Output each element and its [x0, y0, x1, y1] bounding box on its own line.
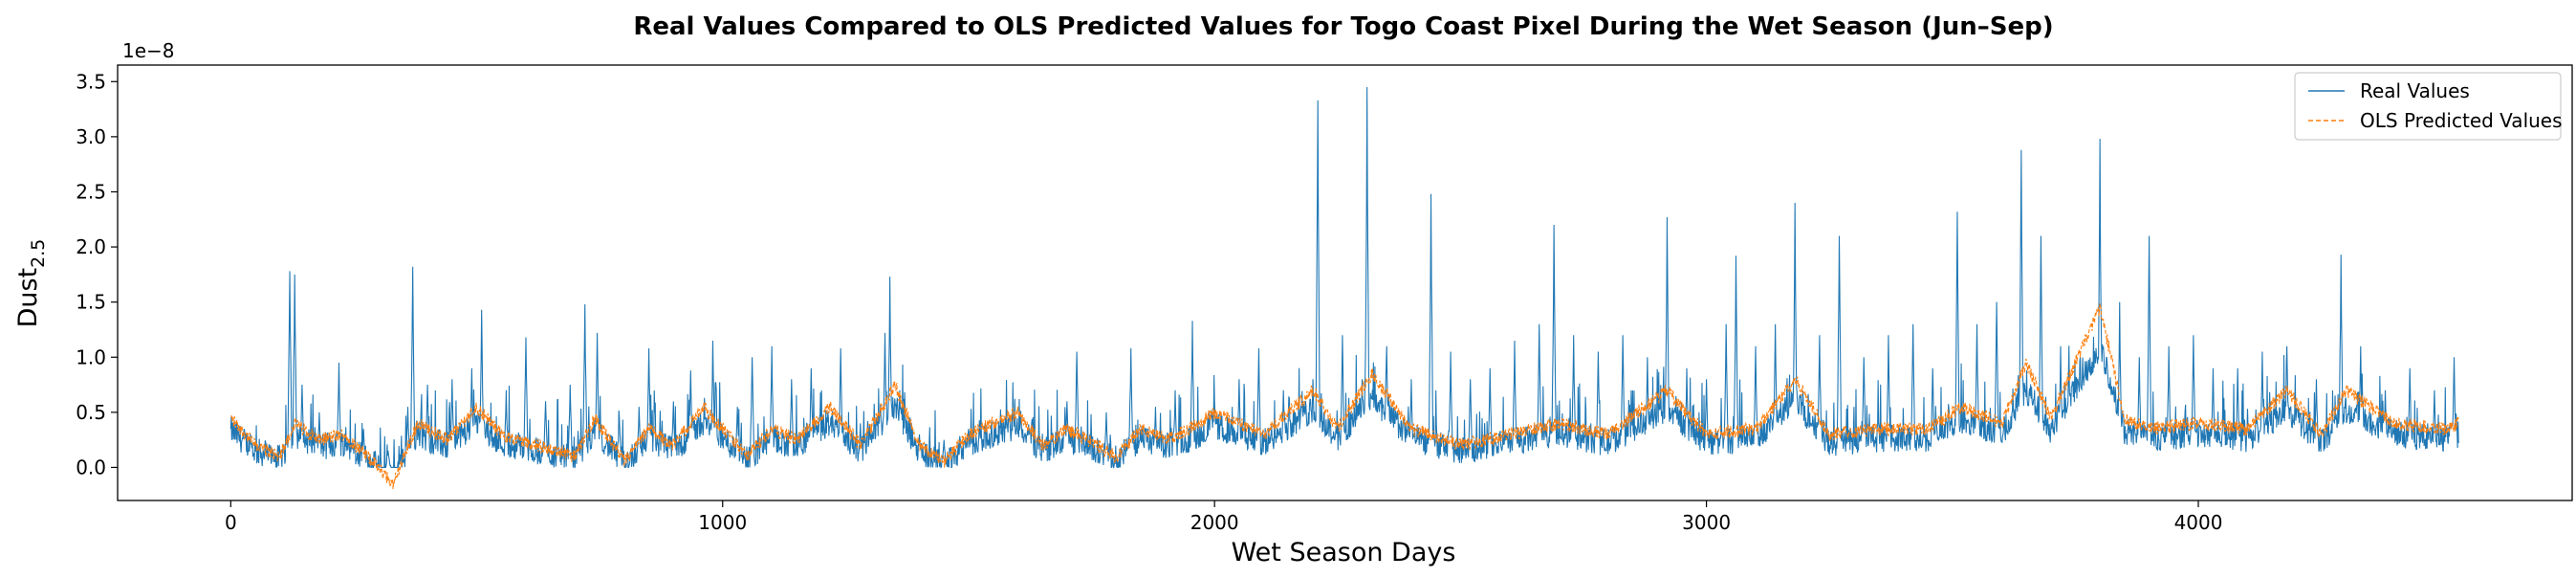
x-tick-label: 2000 — [1190, 511, 1239, 534]
legend: Real Values OLS Predicted Values — [2294, 72, 2563, 141]
plot-area — [117, 64, 2573, 501]
series-line-real-values — [229, 87, 2459, 470]
y-tick-label: 2.5 — [76, 180, 106, 203]
legend-label-ols-predicted-values: OLS Predicted Values — [2360, 109, 2563, 132]
y-tick-label: 1.5 — [76, 291, 106, 314]
y-tick-label: 0.5 — [76, 401, 106, 424]
y-tick-label: 0.0 — [76, 456, 106, 478]
y-offset-label: 1e−8 — [122, 39, 175, 62]
y-axis-label-main: Dust — [13, 268, 43, 328]
x-tick-label: 1000 — [698, 511, 747, 534]
x-tick-label: 3000 — [1682, 511, 1731, 534]
y-axis: 0.0 0.5 1.0 1.5 2.0 2.5 3.0 3.5 — [76, 70, 118, 478]
y-axis-label-subscript: 2.5 — [28, 239, 49, 268]
legend-label-real-values: Real Values — [2360, 79, 2470, 102]
x-tick-label: 0 — [225, 511, 237, 534]
x-axis: 0 1000 2000 3000 4000 — [225, 500, 2223, 534]
x-axis-label: Wet Season Days — [1232, 538, 1456, 567]
y-tick-label: 2.0 — [76, 235, 106, 258]
series-layer — [229, 87, 2459, 490]
legend-box — [2294, 72, 2562, 141]
y-tick-label: 3.0 — [76, 125, 106, 148]
chart-title: Real Values Compared to OLS Predicted Va… — [633, 12, 2053, 41]
x-tick-label: 4000 — [2174, 511, 2223, 534]
y-tick-label: 1.0 — [76, 345, 106, 368]
axes-frame — [117, 64, 2573, 501]
y-tick-label: 3.5 — [76, 70, 106, 93]
y-axis-label: Dust2.5 — [13, 239, 49, 328]
series-line-ols-predicted-values — [230, 303, 2459, 490]
